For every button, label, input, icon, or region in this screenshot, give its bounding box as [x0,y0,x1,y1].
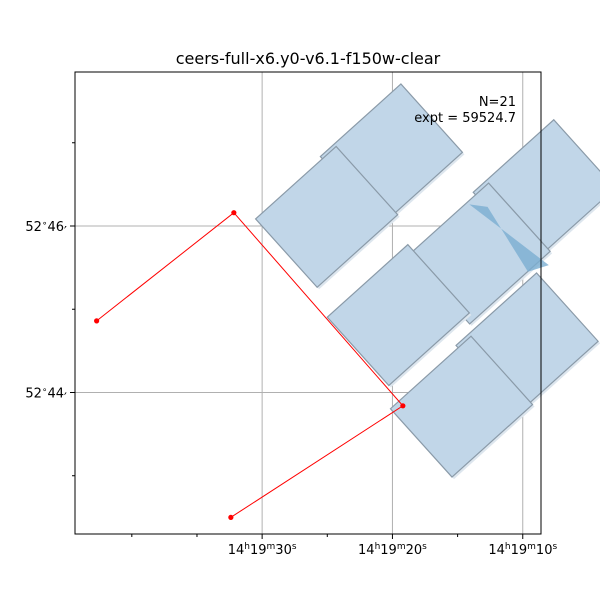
detector-footprint [389,335,534,478]
exposure-count-label: N=21 [479,95,516,110]
x-tick-label: 14h19m10s [488,542,557,558]
path-point [231,210,237,216]
y-tick-label: 52∘44′ [25,385,67,406]
path-line [96,211,404,518]
x-tick-label: 14h19m20s [358,542,427,558]
chart-title: ceers-full-x6.y0-v6.1-f150w-clear [176,49,441,68]
exposure-time-label: expt = 59524.7 [414,111,516,126]
detector-footprint [254,145,399,289]
path-point [94,318,100,324]
plot-frame [74,71,542,535]
overlap-strip [469,204,549,272]
footprint-layer [254,83,600,480]
x-tick-label: 14h19m30s [228,542,297,558]
detector-footprint [326,243,471,387]
path-point [228,514,234,520]
y-tick-label: 52∘46′ [25,219,67,240]
path-point [400,403,406,409]
tick-layer: 14h19m30s 14h19m20s 14h19m10s 52∘46′ 52∘44′ [25,142,557,558]
pointing-path [94,210,406,520]
